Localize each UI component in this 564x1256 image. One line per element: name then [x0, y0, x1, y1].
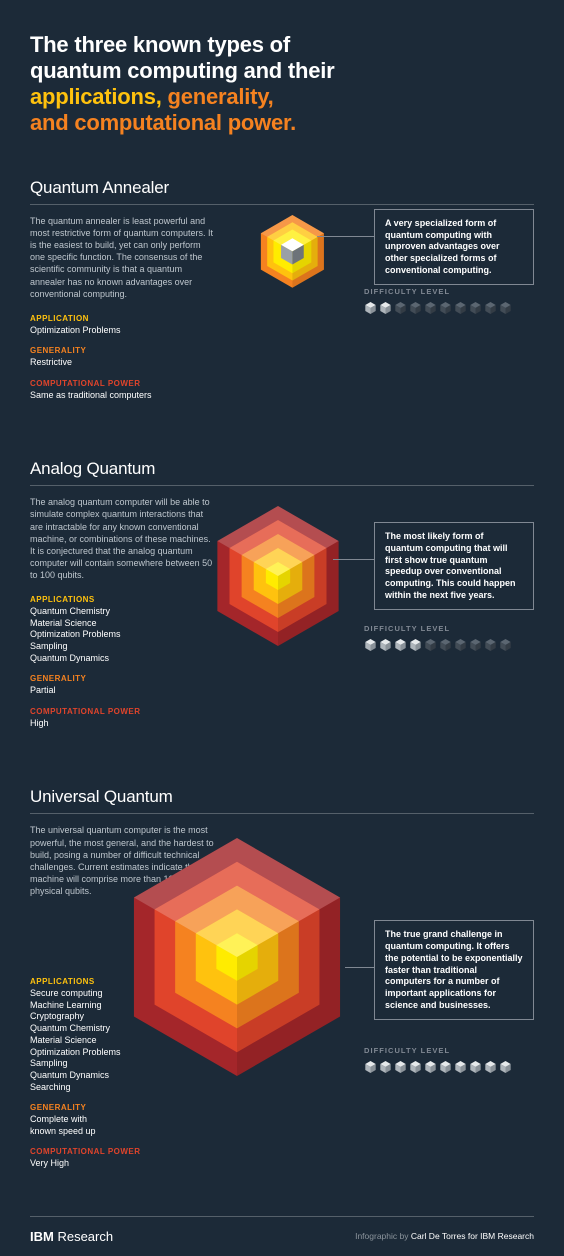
- difficulty-pip: [439, 1060, 452, 1074]
- difficulty-pips: [364, 638, 534, 652]
- difficulty-pip: [454, 638, 467, 652]
- headline-line2: quantum computing and their: [30, 58, 335, 83]
- difficulty-pip: [454, 301, 467, 315]
- section-title: Analog Quantum: [30, 459, 534, 486]
- value-generality: Partial: [30, 685, 218, 697]
- label-generality: GENERALITY: [30, 674, 218, 685]
- value-application: Quantum Chemistry Material Science Optim…: [30, 606, 218, 664]
- callout-connector: [333, 559, 375, 560]
- cube-icon: [202, 500, 354, 652]
- value-power: High: [30, 718, 218, 730]
- section-description: The quantum annealer is least powerful a…: [30, 215, 218, 300]
- label-generality: GENERALITY: [30, 1103, 218, 1114]
- section-quantum-annealer: Quantum Annealer The quantum annealer is…: [30, 178, 534, 401]
- difficulty-pip: [364, 301, 377, 315]
- difficulty-meter: DIFFICULTY LEVEL: [364, 1046, 534, 1074]
- difficulty-pip: [439, 638, 452, 652]
- difficulty-pip: [379, 1060, 392, 1074]
- cube-icon: [250, 209, 335, 294]
- difficulty-meter: DIFFICULTY LEVEL: [364, 624, 534, 652]
- infographic-page: The three known types of quantum computi…: [0, 0, 564, 1256]
- difficulty-pip: [379, 301, 392, 315]
- difficulty-pip: [409, 301, 422, 315]
- difficulty-pip: [499, 638, 512, 652]
- footer-brand: IBM Research: [30, 1229, 113, 1244]
- difficulty-label: DIFFICULTY LEVEL: [364, 1046, 534, 1055]
- label-application: APPLICATIONS: [30, 595, 218, 606]
- difficulty-pip: [454, 1060, 467, 1074]
- callout-connector: [317, 236, 375, 237]
- difficulty-meter: DIFFICULTY LEVEL: [364, 287, 534, 315]
- value-power: Very High: [30, 1158, 218, 1170]
- callout-connector: [345, 967, 375, 968]
- footer-brand-rest: Research: [54, 1229, 113, 1244]
- difficulty-pip: [394, 638, 407, 652]
- headline-generality: generality,: [168, 84, 274, 109]
- difficulty-pip: [469, 1060, 482, 1074]
- value-application: Optimization Problems: [30, 325, 218, 337]
- difficulty-pip: [394, 301, 407, 315]
- value-generality: Complete with known speed up: [30, 1114, 218, 1137]
- label-power: COMPUTATIONAL POWER: [30, 1147, 218, 1158]
- section-right: The most likely form of quantum computin…: [232, 496, 534, 726]
- difficulty-pips: [364, 1060, 534, 1074]
- difficulty-pip: [394, 1060, 407, 1074]
- footer-credit: Infographic by Carl De Torres for IBM Re…: [355, 1231, 534, 1241]
- difficulty-pip: [499, 301, 512, 315]
- difficulty-pip: [499, 1060, 512, 1074]
- difficulty-pip: [484, 301, 497, 315]
- headline-line1: The three known types of: [30, 32, 290, 57]
- label-power: COMPUTATIONAL POWER: [30, 707, 218, 718]
- difficulty-pip: [484, 638, 497, 652]
- difficulty-pips: [364, 301, 534, 315]
- difficulty-pip: [439, 301, 452, 315]
- section-universal-quantum: Universal Quantum The universal quantum …: [30, 787, 534, 1169]
- section-title: Quantum Annealer: [30, 178, 534, 205]
- section-description: The analog quantum computer will be able…: [30, 496, 218, 581]
- footer: IBM Research Infographic by Carl De Torr…: [30, 1216, 534, 1256]
- section-right: A very specialized form of quantum compu…: [232, 215, 534, 335]
- callout-box: The most likely form of quantum computin…: [374, 522, 534, 610]
- section-title: Universal Quantum: [30, 787, 534, 814]
- difficulty-pip: [364, 1060, 377, 1074]
- difficulty-pip: [424, 638, 437, 652]
- difficulty-pip: [424, 301, 437, 315]
- difficulty-pip: [484, 1060, 497, 1074]
- cube-icon: [112, 832, 362, 1082]
- footer-credit-pre: Infographic by: [355, 1231, 411, 1241]
- value-generality: Restrictive: [30, 357, 218, 369]
- label-application: APPLICATION: [30, 314, 218, 325]
- footer-brand-bold: IBM: [30, 1229, 54, 1244]
- callout-box: The true grand challenge in quantum comp…: [374, 920, 534, 1020]
- headline-power: and computational power.: [30, 110, 296, 135]
- difficulty-pip: [424, 1060, 437, 1074]
- section-analog-quantum: Analog Quantum The analog quantum comput…: [30, 459, 534, 729]
- footer-credit-by: Carl De Torres for IBM Research: [411, 1231, 534, 1241]
- difficulty-pip: [364, 638, 377, 652]
- label-generality: GENERALITY: [30, 346, 218, 357]
- difficulty-pip: [409, 638, 422, 652]
- section-left: The quantum annealer is least powerful a…: [30, 215, 218, 401]
- section-left: The analog quantum computer will be able…: [30, 496, 218, 729]
- value-power: Same as traditional computers: [30, 390, 218, 402]
- headline: The three known types of quantum computi…: [30, 32, 534, 136]
- difficulty-pip: [379, 638, 392, 652]
- difficulty-label: DIFFICULTY LEVEL: [364, 624, 534, 633]
- headline-applications: applications,: [30, 84, 162, 109]
- callout-box: A very specialized form of quantum compu…: [374, 209, 534, 285]
- label-power: COMPUTATIONAL POWER: [30, 379, 218, 390]
- difficulty-pip: [409, 1060, 422, 1074]
- section-right: The true grand challenge in quantum comp…: [232, 824, 534, 1164]
- difficulty-pip: [469, 301, 482, 315]
- difficulty-label: DIFFICULTY LEVEL: [364, 287, 534, 296]
- difficulty-pip: [469, 638, 482, 652]
